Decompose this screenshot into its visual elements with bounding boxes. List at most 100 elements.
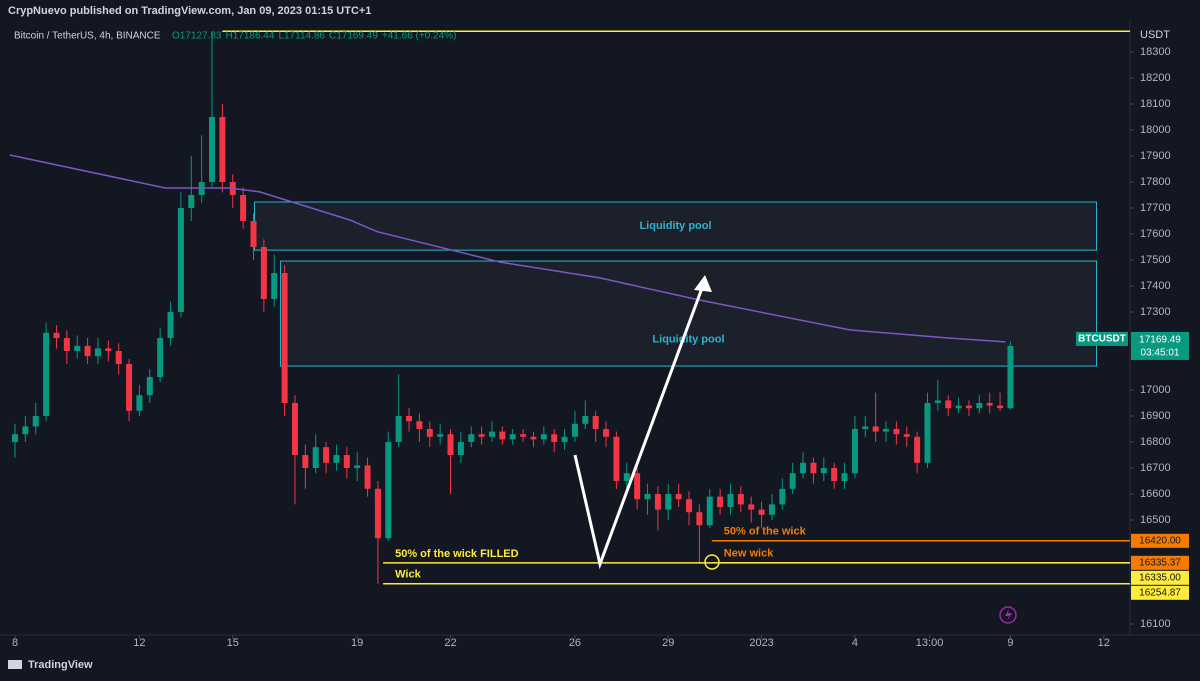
- brand: TradingView: [28, 659, 93, 671]
- y-tick-label: 17000: [1140, 384, 1171, 396]
- candle-body: [530, 436, 537, 440]
- candle-body: [260, 246, 267, 299]
- candle-body: [644, 494, 651, 500]
- marks: Liquidity pool Liquidity pool 50% of the w…: [9, 30, 1130, 585]
- candle-body: [509, 434, 516, 440]
- candle-body: [561, 436, 568, 443]
- candle-body: [209, 116, 216, 182]
- candle-body: [457, 442, 464, 456]
- x-tick-label: 8: [12, 637, 18, 649]
- candle-body: [685, 499, 692, 513]
- candle-body: [737, 494, 744, 505]
- candle-body: [820, 468, 827, 474]
- candle-body: [323, 447, 330, 463]
- candle-body: [291, 402, 298, 456]
- candle-body: [965, 405, 972, 409]
- zone-label: Liquidity pool: [639, 220, 711, 232]
- candle-body: [800, 462, 807, 474]
- last-price: 17169.49: [1139, 335, 1181, 346]
- brand-logo: [8, 660, 22, 669]
- price-badge-label: 16420.00: [1139, 535, 1181, 546]
- candle-body: [706, 496, 713, 526]
- y-tick-label: 16100: [1140, 618, 1171, 630]
- candle-body: [934, 400, 941, 403]
- candle-body: [136, 395, 143, 411]
- x-tick-label: 9: [1007, 637, 1013, 649]
- candle-body: [115, 350, 122, 364]
- candle-body: [571, 423, 578, 437]
- candle-body: [945, 400, 952, 409]
- x-tick-label: 12: [1098, 637, 1110, 649]
- candle-body: [893, 428, 900, 435]
- candle-body: [167, 311, 174, 338]
- x-tick-label: 15: [227, 637, 239, 649]
- ohlc-legend: H17186.44: [226, 31, 275, 42]
- candle-body: [997, 405, 1004, 409]
- candle-body: [188, 194, 195, 208]
- x-tick-label: 19: [351, 637, 363, 649]
- candle-body: [623, 473, 630, 482]
- candle-body: [872, 426, 879, 432]
- candle-body: [841, 473, 848, 482]
- price-badge-label: 16335.37: [1139, 557, 1181, 568]
- candle-body: [157, 337, 164, 377]
- y-tick-label: 17700: [1140, 202, 1171, 214]
- candle-body: [499, 431, 506, 440]
- candle-body: [914, 436, 921, 463]
- candle-body: [468, 434, 475, 443]
- candle-body: [240, 194, 247, 221]
- candle-body: [851, 428, 858, 474]
- y-tick-label: 16800: [1140, 436, 1171, 448]
- price-badge-label: 16335.00: [1139, 572, 1181, 583]
- candle-body: [779, 488, 786, 505]
- arrow-head: [694, 275, 712, 292]
- candle-body: [53, 332, 60, 338]
- candle-body: [727, 494, 734, 508]
- y-tick-label: 17600: [1140, 228, 1171, 240]
- candle-body: [955, 405, 962, 409]
- last-price-badge: [1131, 331, 1189, 360]
- ohlc-legend: O17127.83: [172, 31, 222, 42]
- y-tick-label: 18300: [1140, 46, 1171, 58]
- price-badge: [1131, 585, 1189, 600]
- candle-body: [768, 504, 775, 515]
- candle-body: [613, 436, 620, 482]
- y-tick-label: 18200: [1140, 72, 1171, 84]
- ohlc-legend: +41.66 (+0.24%): [382, 31, 457, 42]
- candle-body: [665, 494, 672, 510]
- arrow: [573, 275, 712, 570]
- candle-body: [146, 376, 153, 396]
- candle-body: [126, 363, 133, 411]
- x-tick-label: 29: [662, 637, 674, 649]
- y-tick-label: 18000: [1140, 124, 1171, 136]
- candle-body: [302, 455, 309, 469]
- candle-body: [603, 428, 610, 437]
- publisher: CrypNuevo published on TradingView.com, …: [8, 5, 371, 17]
- candle-body: [74, 345, 81, 351]
- candle-body: [43, 332, 50, 416]
- price-badge: [1131, 533, 1189, 548]
- candle-body: [883, 428, 890, 432]
- y-tick-label: 17300: [1140, 306, 1171, 318]
- candle-body: [717, 496, 724, 508]
- candle-body: [416, 421, 423, 429]
- countdown: 03:45:01: [1141, 348, 1180, 359]
- candle-body: [364, 465, 371, 489]
- ohlc-legend: L17114.86: [278, 31, 325, 42]
- x-tick-label: 13:00: [916, 637, 944, 649]
- candle-body: [426, 428, 433, 437]
- chart-title: Bitcoin / TetherUS, 4h, BINANCE: [14, 31, 161, 42]
- candle-body: [478, 434, 485, 437]
- candle-body: [903, 434, 910, 437]
- candle-body: [924, 402, 931, 463]
- candle-body: [540, 434, 547, 440]
- candle-body: [582, 415, 589, 424]
- candle-body: [976, 402, 983, 409]
- new-wick-circle: [704, 554, 720, 570]
- y-tick-label: 16900: [1140, 410, 1171, 422]
- candle-body: [63, 337, 70, 351]
- x-tick-label: 2023: [749, 637, 773, 649]
- symbol: BTCUSDT: [1078, 334, 1126, 345]
- y-tick-label: 17500: [1140, 254, 1171, 266]
